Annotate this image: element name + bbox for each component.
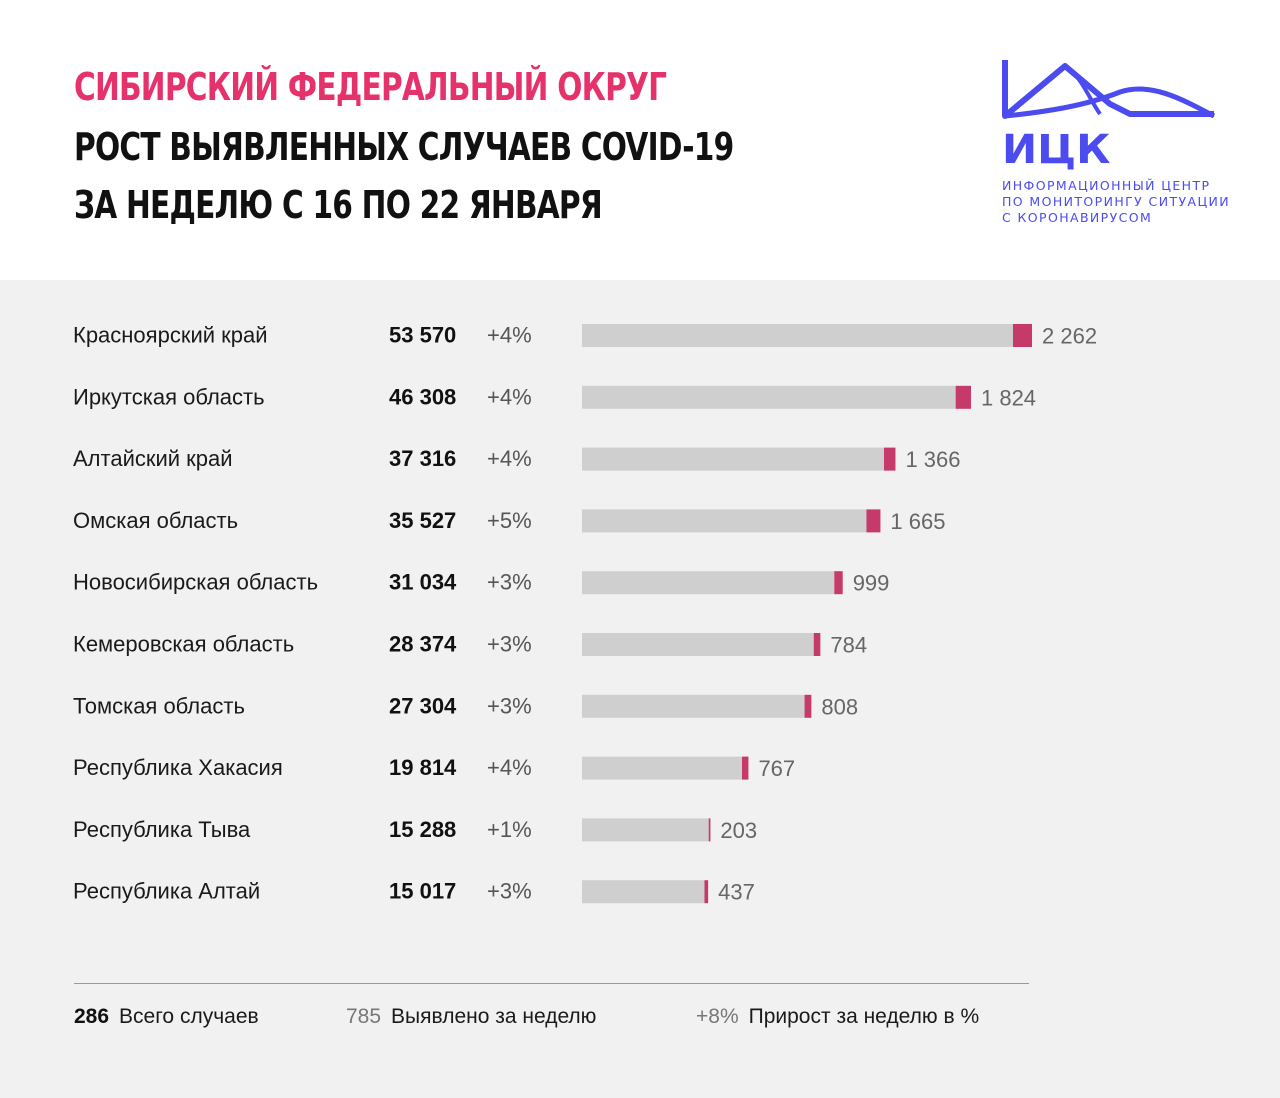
bar-weekly [704,880,709,904]
title-region: СИБИРСКИЙ ФЕДЕРАЛЬНЫЙ ОКРУГ [74,65,667,109]
bar-weekly [708,818,711,842]
growth-pct-label: +4% [487,755,532,780]
legend-pct: +8% Прирост за неделю в % [696,1004,979,1030]
growth-pct-label: +3% [487,879,532,904]
region-label: Томская область [73,693,245,718]
bar-weekly [955,385,971,409]
legend-pct-label: Прирост за неделю в % [748,1005,980,1028]
bar-weekly [834,571,843,595]
growth-pct-label: +5% [487,508,532,533]
growth-pct-label: +4% [487,323,532,348]
logo-abbr: ИЦК [1002,127,1111,173]
total-value-label: 37 316 [389,446,456,471]
bar-total [582,756,742,780]
growth-pct-label: +3% [487,570,532,595]
region-label: Кемеровская область [73,632,294,657]
legend-pct-example: +8% [696,1005,739,1028]
bar-weekly [1012,324,1032,347]
weekly-value-label: 808 [821,694,858,719]
bar-weekly [883,447,896,471]
total-value-label: 46 308 [389,384,456,409]
logo-graph-icon [1002,60,1216,119]
bar-total [582,633,814,656]
bar-weekly [866,509,881,533]
total-value-label: 27 304 [389,693,457,718]
growth-pct-label: +1% [487,817,532,842]
bar-total [582,509,867,533]
title-period: ЗА НЕДЕЛЮ С 16 ПО 22 ЯНВАРЯ [74,183,603,227]
region-label: Алтайский край [73,446,233,471]
bar-total [582,880,705,904]
bar-weekly [804,694,812,718]
total-value-label: 15 288 [389,817,456,842]
weekly-value-label: 767 [758,756,795,781]
logo-text-2: ПО МОНИТОРИНГУ СИТУАЦИИ [1002,194,1231,209]
legend-total: 286 Всего случаев [74,1004,259,1030]
total-value-label: 28 374 [389,632,457,657]
region-label: Республика Хакасия [73,755,283,780]
weekly-value-label: 1 665 [890,509,945,534]
weekly-value-label: 1 824 [981,385,1036,410]
legend-total-label: Всего случаев [119,1005,259,1028]
legend-divider [74,983,1029,984]
growth-pct-label: +3% [487,632,532,657]
total-value-label: 15 017 [389,879,456,904]
region-label: Республика Алтай [73,879,260,904]
bar-weekly [813,633,821,656]
total-value-label: 19 814 [389,755,457,780]
growth-pct-label: +3% [487,693,532,718]
legend-total-example: 286 [74,1005,110,1028]
region-label: Новосибирская область [73,570,318,595]
logo-text-3: С КОРОНАВИРУСОМ [1002,210,1153,225]
bar-total [582,324,1013,347]
growth-pct-label: +4% [487,446,532,471]
growth-pct-label: +4% [487,384,532,409]
logo-text-1: ИНФОРМАЦИОННЫЙ ЦЕНТР [1002,178,1211,193]
legend-week: 785 Выявлено за неделю [346,1004,596,1030]
weekly-value-label: 2 262 [1042,324,1097,349]
region-label: Красноярский край [73,323,268,348]
legend-week-label: Выявлено за неделю [391,1005,597,1028]
bar-total [582,385,956,409]
title-main: РОСТ ВЫЯВЛЕННЫХ СЛУЧАЕВ COVID-19 [74,125,734,169]
weekly-value-label: 437 [718,880,755,905]
bar-total [582,818,709,842]
weekly-value-label: 203 [720,818,757,843]
legend-week-example: 785 [346,1005,382,1028]
weekly-value-label: 1 366 [905,447,960,472]
total-value-label: 53 570 [389,323,456,348]
total-value-label: 31 034 [389,570,457,595]
weekly-value-label: 784 [830,633,867,658]
region-label: Республика Тыва [73,817,251,842]
header: СИБИРСКИЙ ФЕДЕРАЛЬНЫЙ ОКРУГ РОСТ ВЫЯВЛЕН… [0,0,1280,280]
total-value-label: 35 527 [389,508,456,533]
bar-chart: Красноярский край 53 570 +4% 2 262 Иркутская… [73,323,1097,905]
bar-total [582,571,835,595]
bar-weekly [741,756,749,780]
weekly-value-label: 999 [853,571,890,596]
region-label: Иркутская область [73,384,265,409]
region-label: Омская область [73,508,238,533]
bar-total [582,694,805,718]
chart-panel: Красноярский край 53 570 +4% 2 262 Иркутская… [0,280,1280,1098]
bar-total [582,447,884,471]
